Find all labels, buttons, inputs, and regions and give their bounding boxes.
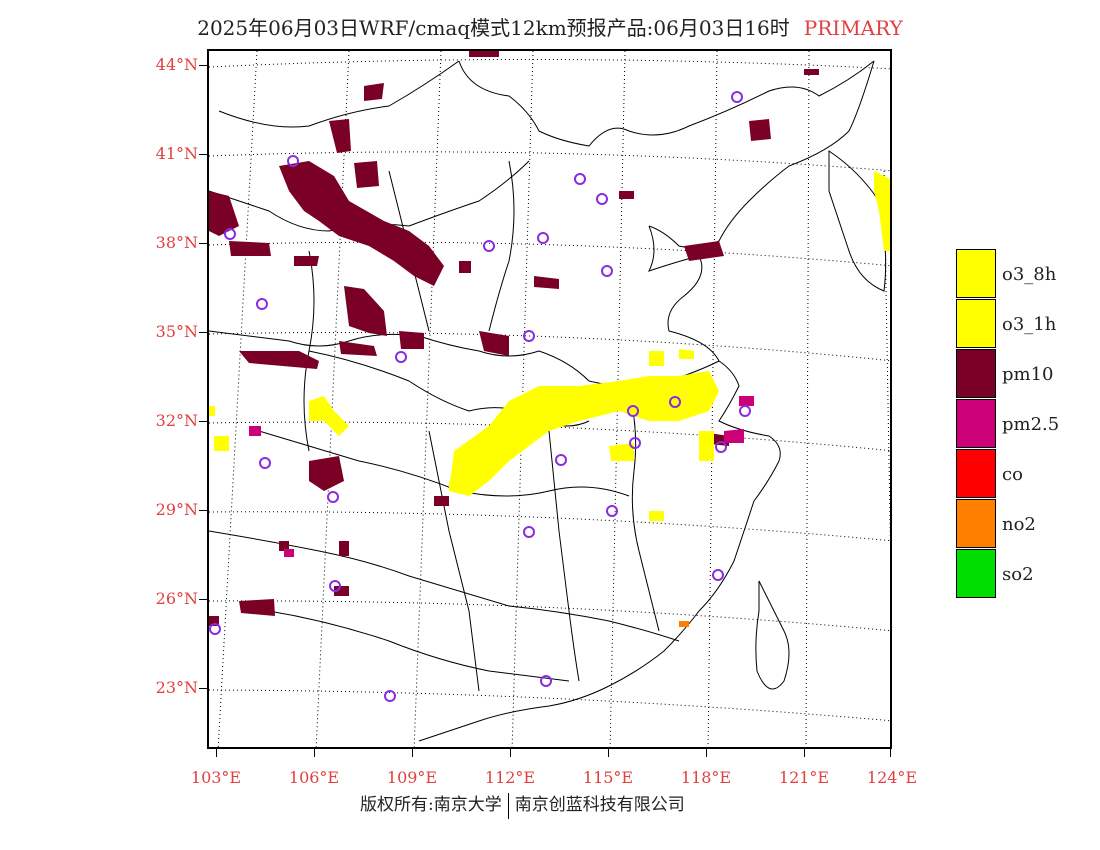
lon-tick: [412, 749, 413, 757]
legend-label: pm2.5: [1002, 414, 1060, 435]
legend-swatch: [956, 249, 996, 298]
lon-label-106: 106°E: [288, 768, 340, 787]
no2-areas: [679, 621, 689, 627]
lon-label-124: 124°E: [866, 768, 918, 787]
legend-label: o3_1h: [1002, 314, 1057, 335]
lat-tick: [199, 65, 207, 66]
o3-areas: [209, 171, 890, 521]
legend-swatch: [956, 349, 996, 398]
footer-company: 南京创蓝科技有限公司: [514, 795, 685, 815]
map-canvas: [209, 51, 890, 747]
lat-tick: [199, 510, 207, 511]
lon-tick: [216, 749, 217, 757]
lat-label-41: 41°N: [155, 144, 198, 163]
lon-tick: [804, 749, 805, 757]
map-panel: [207, 49, 892, 749]
legend-swatch: [956, 399, 996, 448]
lat-label-26: 26°N: [155, 589, 198, 608]
lat-tick: [199, 421, 207, 422]
legend-label: no2: [1002, 514, 1036, 535]
legend-label: pm10: [1002, 364, 1054, 385]
pm25-areas: [249, 396, 754, 557]
lon-label-103: 103°E: [190, 768, 242, 787]
lat-label-38: 38°N: [155, 233, 198, 252]
lon-tick: [608, 749, 609, 757]
lon-tick: [510, 749, 511, 757]
legend-label: o3_8h: [1002, 264, 1057, 285]
lon-label-112: 112°E: [484, 768, 536, 787]
lat-tick: [199, 688, 207, 689]
legend-label: co: [1002, 464, 1023, 485]
lon-label-115: 115°E: [582, 768, 634, 787]
pm10-areas: [209, 51, 819, 626]
lon-tick: [314, 749, 315, 757]
lon-label-121: 121°E: [778, 768, 830, 787]
copyright-footer: 版权所有:南京大学 南京创蓝科技有限公司: [360, 790, 685, 819]
lon-label-118: 118°E: [680, 768, 732, 787]
lat-label-44: 44°N: [155, 55, 198, 74]
title-tag: PRIMARY: [803, 16, 903, 40]
footer-owner: 版权所有:南京大学: [360, 795, 502, 815]
legend-label: so2: [1002, 564, 1034, 585]
title-main: 2025年06月03日WRF/cmaq模式12km预报产品:06月03日16时: [197, 16, 790, 40]
legend-swatch: [956, 299, 996, 348]
legend-swatch: [956, 499, 996, 548]
lon-tick: [890, 749, 891, 757]
lat-label-32: 32°N: [155, 411, 198, 430]
lat-label-29: 29°N: [155, 500, 198, 519]
lon-label-109: 109°E: [386, 768, 438, 787]
map-title: 2025年06月03日WRF/cmaq模式12km预报产品:06月03日16时 P…: [0, 12, 1100, 41]
footer-divider: [507, 792, 509, 819]
lat-label-35: 35°N: [155, 322, 198, 341]
lat-tick: [199, 599, 207, 600]
station-markers: [209, 91, 751, 702]
lat-tick: [199, 154, 207, 155]
legend-swatch: [956, 549, 996, 598]
lat-tick: [199, 332, 207, 333]
lon-tick: [706, 749, 707, 757]
lat-label-23: 23°N: [155, 678, 198, 697]
legend-swatch: [956, 449, 996, 498]
lat-tick: [199, 243, 207, 244]
